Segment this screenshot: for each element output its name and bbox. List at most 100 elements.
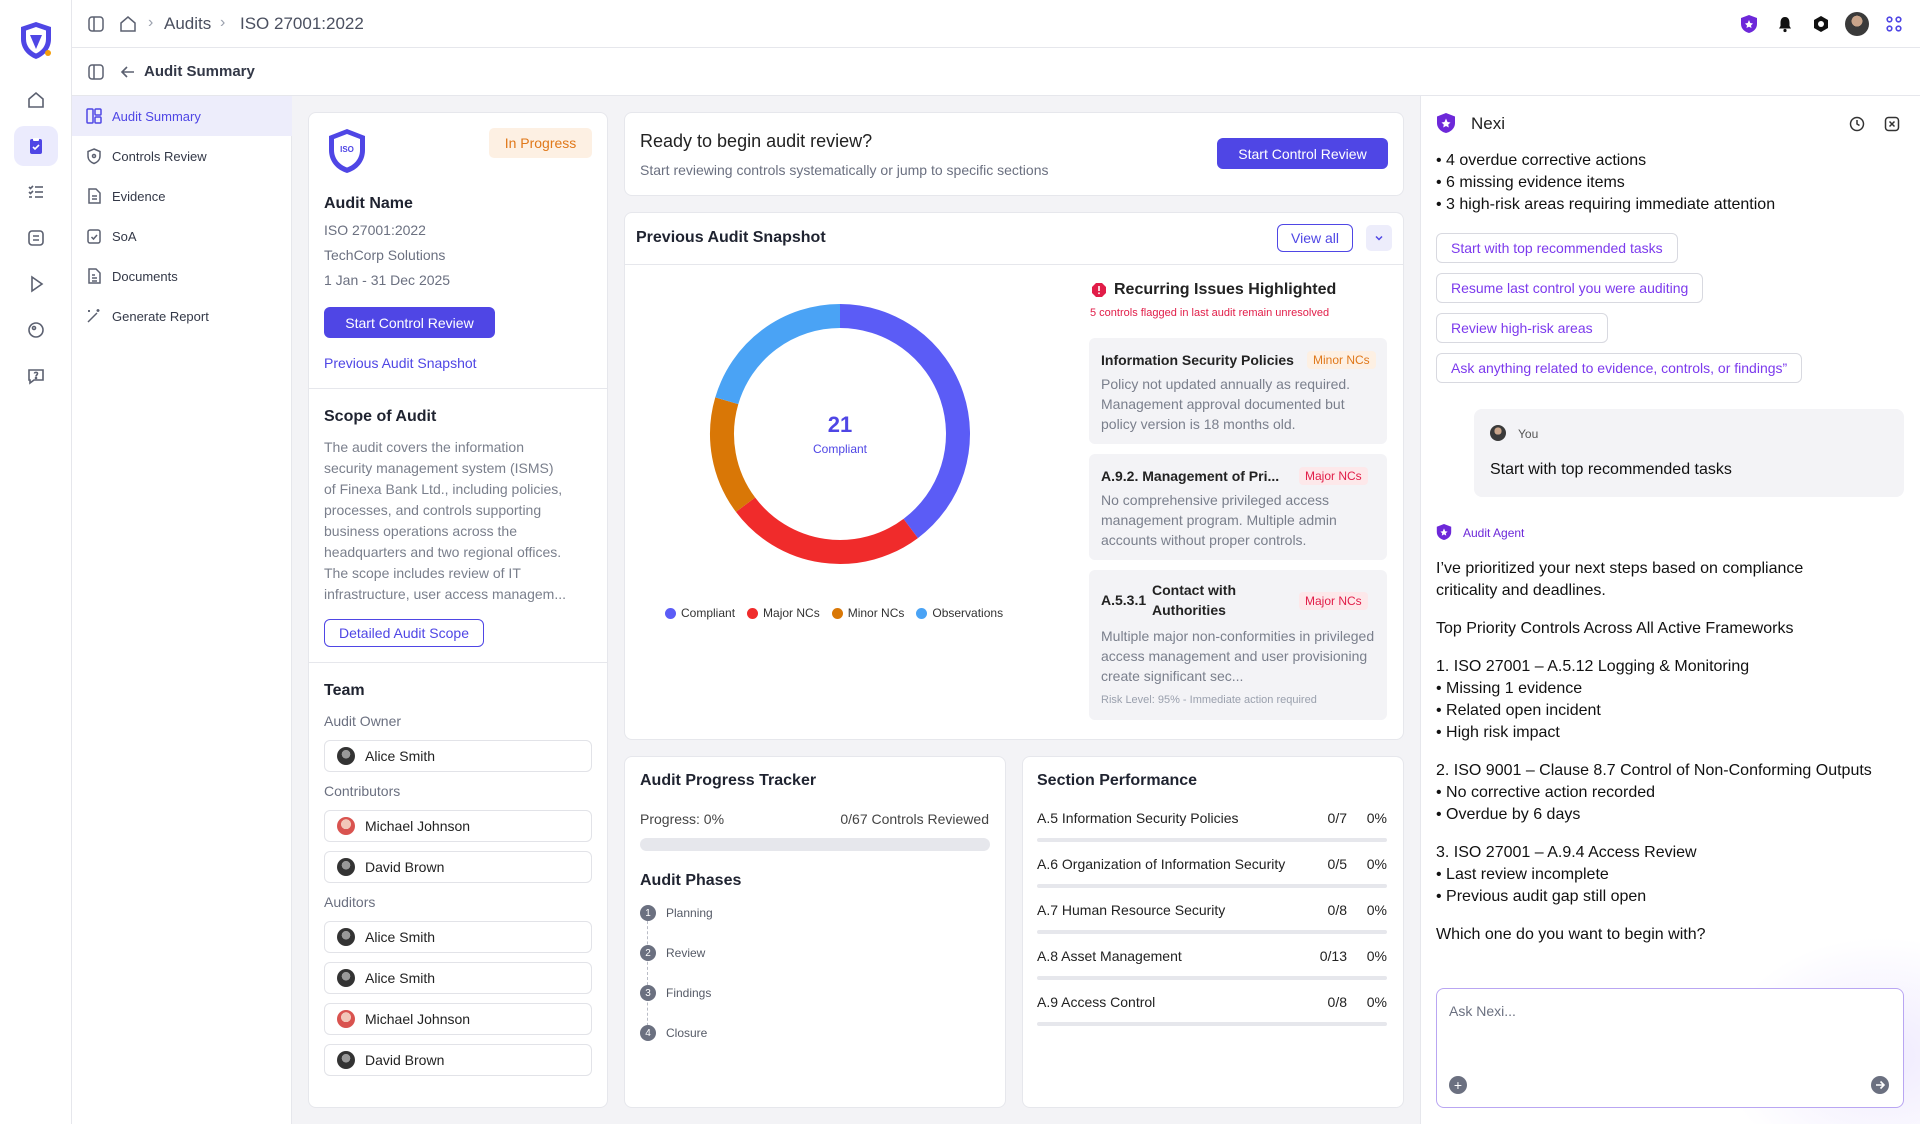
issue-description: Policy not updated annually as required.…: [1101, 376, 1351, 432]
team-member[interactable]: Alice Smith: [324, 740, 592, 772]
legend-swatch: [665, 607, 676, 619]
divider: [309, 388, 607, 389]
member-name: Michael Johnson: [365, 818, 471, 834]
view-all-button[interactable]: View all: [1277, 224, 1353, 252]
section-row[interactable]: A.9 Access Control 0/8 0%: [1037, 994, 1387, 1026]
team-member[interactable]: Alice Smith: [324, 962, 592, 994]
nav-label: Evidence: [112, 188, 166, 204]
nav-evidence[interactable]: Evidence: [72, 176, 292, 216]
chat-input-box[interactable]: Ask Nexi... +: [1436, 988, 1904, 1108]
donut-slice-major-ncs[interactable]: [735, 497, 918, 564]
icon-rail: [0, 0, 72, 1124]
issue-title: Contact with: [1152, 582, 1236, 598]
home-breadcrumb-icon[interactable]: [116, 12, 140, 36]
section-row[interactable]: A.7 Human Resource Security 0/8 0%: [1037, 902, 1387, 934]
palette-icon[interactable]: [14, 310, 58, 350]
suggestion-chip[interactable]: Ask anything related to evidence, contro…: [1436, 353, 1803, 383]
chat-text: • 6 missing evidence items: [1436, 174, 1625, 191]
legend-label: Major NCs: [763, 606, 820, 620]
avatar: [1490, 425, 1506, 441]
nav-controls-review[interactable]: Controls Review: [72, 136, 292, 176]
nexi-title: Nexi: [1471, 114, 1506, 133]
divider: [309, 662, 607, 663]
legend-item: Minor NCs: [831, 606, 905, 620]
team-member[interactable]: David Brown: [324, 851, 592, 883]
detailed-audit-scope-button[interactable]: Detailed Audit Scope: [324, 619, 484, 647]
previous-audit-snapshot-link[interactable]: Previous Audit Snapshot: [324, 355, 477, 371]
member-name: Michael Johnson: [365, 1011, 471, 1027]
issue-card[interactable]: A.9.2. Management of Pri... Major NCs No…: [1089, 454, 1387, 560]
donut-slice-minor-ncs[interactable]: [710, 397, 756, 512]
sidebar-toggle-icon[interactable]: [84, 12, 108, 36]
avatar: [337, 928, 355, 946]
chevron-down-icon[interactable]: [1366, 225, 1392, 251]
user-avatar[interactable]: [1845, 12, 1869, 36]
phase-connector: [647, 921, 648, 1031]
team-member[interactable]: Alice Smith: [324, 921, 592, 953]
agent-message-line: 2. ISO 9001 – Clause 8.7 Control of Non-…: [1436, 762, 1872, 779]
team-member[interactable]: Michael Johnson: [324, 1003, 592, 1035]
divider: [625, 264, 1403, 265]
nav-label: Controls Review: [112, 148, 207, 164]
nav-soa[interactable]: SoA: [72, 216, 292, 256]
team-member[interactable]: Michael Johnson: [324, 810, 592, 842]
issue-title: A.9.2. Management of Pri...: [1101, 468, 1280, 484]
progress-bar: [640, 838, 990, 851]
svg-text:ISO: ISO: [340, 145, 354, 154]
document-icon: [84, 186, 104, 206]
phase-item: 4 Closure: [640, 1025, 707, 1041]
progress-percent-label: Progress: 0%: [640, 811, 725, 827]
agent-message-line: Which one do you want to begin with?: [1436, 926, 1706, 943]
history-icon[interactable]: [1848, 115, 1866, 133]
settings-icon[interactable]: [1809, 12, 1833, 36]
donut-chart: [710, 304, 970, 564]
legend-label: Minor NCs: [847, 606, 905, 620]
donut-slice-observations[interactable]: [715, 304, 841, 405]
nav-documents[interactable]: Documents: [72, 256, 292, 296]
donut-slice-compliant[interactable]: [839, 304, 970, 539]
nexi-shield-icon[interactable]: [1737, 12, 1761, 36]
agent-message-line: • No corrective action recorded: [1436, 784, 1656, 801]
audits-icon[interactable]: [14, 126, 58, 166]
send-icon[interactable]: [1871, 1076, 1889, 1094]
suggestion-chip[interactable]: Resume last control you were auditing: [1436, 273, 1704, 303]
bell-icon[interactable]: [1773, 12, 1797, 36]
agent-message-line: • Previous audit gap still open: [1436, 888, 1647, 905]
section-row[interactable]: A.5 Information Security Policies 0/7 0%: [1037, 810, 1387, 842]
phase-item: 1 Planning: [640, 905, 713, 921]
start-control-review-button[interactable]: Start Control Review: [324, 307, 495, 338]
agent-message-line: Top Priority Controls Across All Active …: [1436, 620, 1794, 637]
breadcrumb-audits[interactable]: Audits: [164, 14, 212, 33]
home-icon[interactable]: [14, 80, 58, 120]
audit-standard: ISO 27001:2022: [324, 222, 426, 238]
panel-toggle-icon[interactable]: [84, 60, 108, 84]
user-message: Start with top recommended tasks: [1490, 461, 1732, 478]
issue-title: Information Security Policies: [1101, 352, 1294, 368]
notes-icon[interactable]: [14, 218, 58, 258]
suggestion-chip[interactable]: Start with top recommended tasks: [1436, 233, 1678, 263]
team-member[interactable]: David Brown: [324, 1044, 592, 1076]
play-icon[interactable]: [14, 264, 58, 304]
close-icon[interactable]: [1883, 115, 1901, 133]
back-arrow-icon[interactable]: [116, 60, 140, 84]
issue-card[interactable]: A.5.3.1 Contact with Authorities Major N…: [1089, 570, 1387, 720]
nav-audit-summary[interactable]: Audit Summary: [72, 96, 292, 136]
apps-grid-icon[interactable]: [1882, 12, 1906, 36]
shield-icon: [84, 146, 104, 166]
section-row[interactable]: A.6 Organization of Information Security…: [1037, 856, 1387, 888]
audit-period: 1 Jan - 31 Dec 2025: [324, 272, 451, 288]
iso-badge-icon: ISO: [326, 127, 368, 175]
add-attachment-icon[interactable]: +: [1449, 1076, 1467, 1094]
suggestion-chip[interactable]: Review high-risk areas: [1436, 313, 1608, 343]
help-icon[interactable]: [14, 356, 58, 396]
nav-generate-report[interactable]: Generate Report: [72, 296, 292, 336]
issue-description: Multiple major non-conformities in privi…: [1101, 628, 1375, 684]
issue-card[interactable]: Information Security Policies Minor NCs …: [1089, 338, 1387, 444]
status-badge: In Progress: [489, 128, 592, 158]
tasks-list-icon[interactable]: [14, 172, 58, 212]
agent-message-line: [1436, 826, 1906, 842]
app-logo[interactable]: [18, 20, 54, 60]
section-row[interactable]: A.8 Asset Management 0/13 0%: [1037, 948, 1387, 980]
breadcrumb-current[interactable]: ISO 27001:2022: [240, 14, 364, 33]
start-control-review-button[interactable]: Start Control Review: [1217, 138, 1388, 169]
